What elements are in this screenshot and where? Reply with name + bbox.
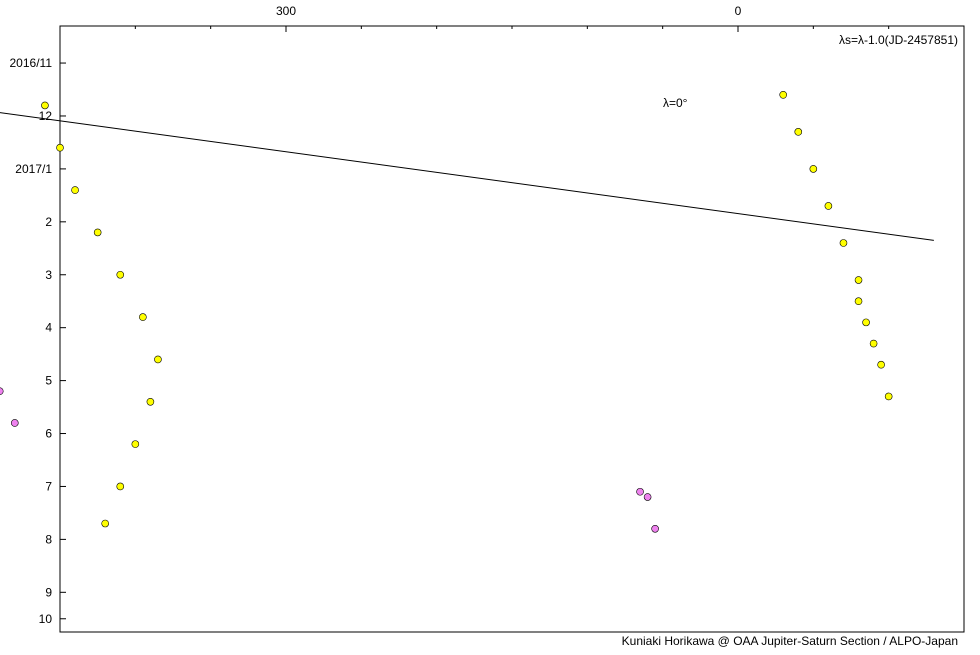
data-marks [0, 91, 893, 533]
yellow-point [131, 440, 140, 448]
plot-frame [59, 25, 965, 633]
yellow-point [41, 101, 49, 110]
yellow-point [862, 318, 870, 327]
y-tick-label: 12 [39, 109, 53, 123]
yellow-point [854, 276, 863, 284]
yellow-point [93, 228, 102, 237]
yellow-point [794, 128, 803, 136]
scale-annotation: λs=λ-1.0(JD-2457851) [839, 33, 958, 47]
y-tick-label: 2017/1 [15, 162, 52, 176]
yellow-point [869, 339, 878, 348]
yellow-point [56, 143, 64, 152]
yellow-point [884, 392, 893, 401]
axes: 30006012018024030002016/11122017/1234567… [10, 4, 965, 626]
yellow-point [71, 186, 79, 194]
yellow-point [154, 355, 162, 364]
credit-text: Kuniaki Horikawa @ OAA Jupiter-Saturn Se… [622, 634, 958, 648]
y-tick-label: 7 [45, 479, 52, 493]
yellow-point [779, 91, 788, 99]
plot-area [59, 25, 965, 633]
pink-point [643, 493, 652, 501]
yellow-point [116, 270, 125, 279]
y-tick-label: 2016/11 [10, 56, 53, 70]
yellow-point [116, 482, 125, 491]
yellow-point [101, 519, 109, 528]
y-tick-label: 10 [39, 612, 53, 626]
yellow-point [877, 360, 885, 369]
y-tick-label: 8 [45, 532, 52, 546]
reference-lines [0, 112, 934, 241]
y-tick-label: 3 [45, 268, 52, 282]
y-tick-label: 5 [45, 374, 52, 388]
yellow-point [146, 397, 155, 406]
x-tick-label: 300 [276, 4, 296, 18]
y-tick-label: 4 [45, 321, 52, 335]
pink-point [0, 387, 4, 395]
y-tick-label: 2 [45, 215, 52, 229]
yellow-point [839, 239, 848, 247]
lambda-zero-label: λ=0° [663, 96, 688, 110]
pink-point [11, 419, 19, 427]
y-tick-label: 6 [45, 427, 52, 441]
y-tick-label: 9 [45, 585, 52, 599]
yellow-point [824, 202, 833, 210]
lambda-0-line-right [0, 112, 934, 241]
x-tick-label: 0 [735, 4, 742, 18]
pink-point [651, 524, 659, 533]
pink-point [636, 487, 644, 496]
yellow-point [854, 297, 863, 306]
yellow-point [809, 165, 818, 173]
yellow-point [139, 313, 147, 321]
